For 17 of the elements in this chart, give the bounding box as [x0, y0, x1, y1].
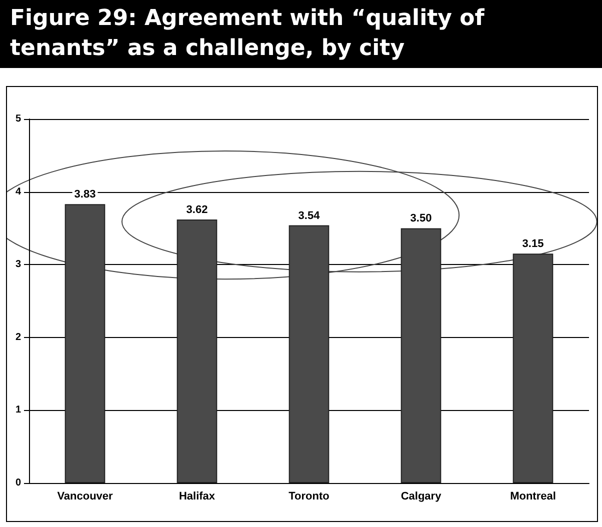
x-tick-label: Montreal	[510, 490, 556, 502]
data-label: 3.54	[298, 210, 321, 222]
y-tick-label: 2	[15, 332, 22, 343]
y-tick-label: 0	[15, 478, 22, 488]
chart-title: Figure 29: Agreement with “quality of tenants” as a challenge, by city	[0, 0, 602, 68]
data-label: 3.62	[186, 204, 208, 216]
x-tick-label: Toronto	[288, 490, 330, 502]
x-tick-label: Vancouver	[57, 490, 114, 502]
y-tick-label: 1	[15, 404, 22, 416]
x-tick-label: Calgary	[400, 490, 442, 502]
y-tick-label: 4	[15, 186, 22, 198]
y-tick-label: 3	[15, 259, 22, 270]
data-label: 3.83	[74, 188, 96, 201]
x-tick-label: Halifax	[178, 490, 216, 502]
data-label: 3.15	[522, 238, 544, 250]
y-tick-label: 5	[15, 114, 22, 124]
data-label: 3.50	[410, 212, 432, 225]
